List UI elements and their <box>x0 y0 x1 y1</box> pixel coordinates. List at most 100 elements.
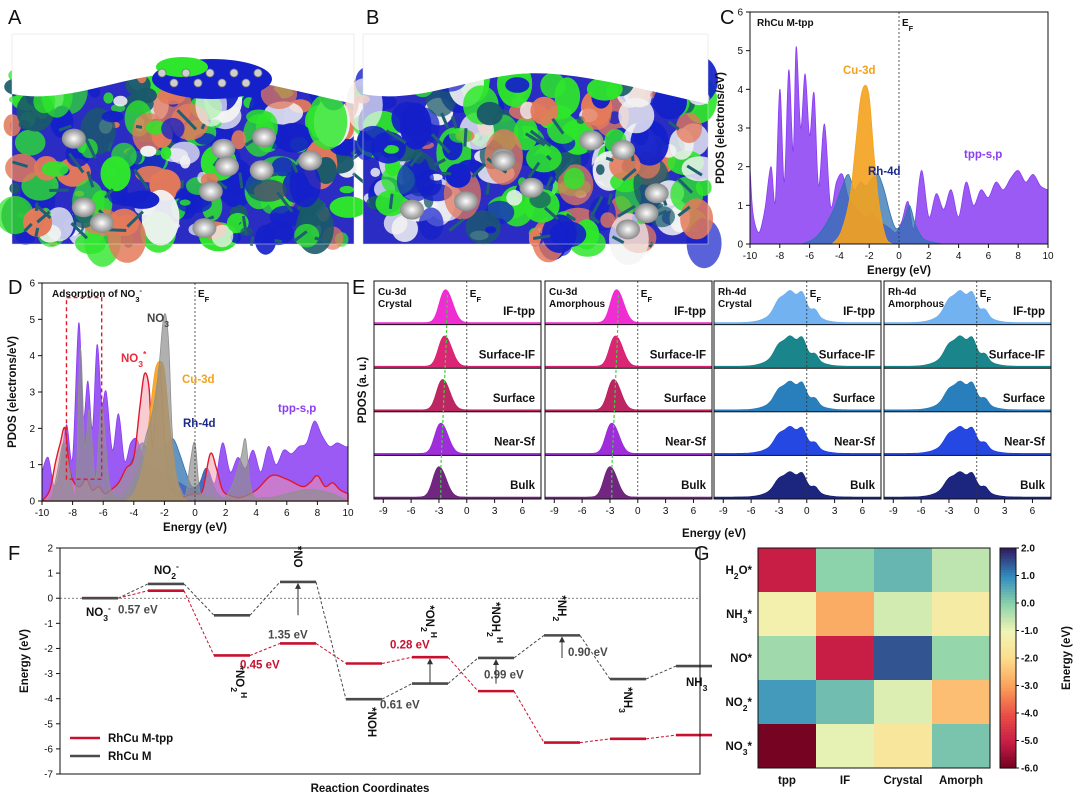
colorbar-step <box>1000 751 1016 755</box>
x-tick-label: 10 <box>1042 251 1054 262</box>
colorbar-step <box>1000 704 1016 709</box>
label-part: 3 <box>135 295 139 304</box>
bond-stick <box>176 109 198 131</box>
layer-pdos-area <box>713 290 882 325</box>
heatmap-row-label: H2O* <box>725 565 752 581</box>
layer-pdos-area <box>713 380 882 413</box>
layer-label: Surface <box>1003 393 1045 405</box>
y-tick-label: -2 <box>44 644 53 655</box>
y-axis-label: PDOS (electrons/eV) <box>715 72 727 184</box>
isosurface-blob <box>247 179 287 202</box>
molecule-atom <box>157 68 167 78</box>
isosurface-blob <box>231 130 247 150</box>
bond-stick <box>36 210 51 224</box>
label-part: F <box>205 295 210 304</box>
fermi-label: EF <box>980 289 992 304</box>
fermi-label: EF <box>810 289 822 304</box>
isosurface-blob <box>505 77 530 93</box>
label-part: * <box>143 349 147 359</box>
barrier-annotation: 0.61 eV <box>380 700 420 712</box>
colorbar-step <box>1000 693 1016 698</box>
bond-stick <box>677 205 691 217</box>
isosurface-blob <box>485 226 497 234</box>
panel-d-pdos-chart: -10 -8 -6 -4 -2 0 2 4 6 8 10 0 1 2 3 4 5 6 Energy (eV) PDOS… <box>7 279 354 535</box>
y-tick-label: 1 <box>47 569 53 580</box>
subpanel-subtitle: Amorphous <box>549 299 606 310</box>
colorbar-step <box>1000 680 1016 684</box>
isosurface-hole <box>71 197 96 218</box>
panel-label-d: D <box>8 277 22 299</box>
colorbar-step <box>1000 641 1016 645</box>
label-part: NO <box>725 741 742 753</box>
bond-stick <box>565 213 577 222</box>
molecule-atom <box>169 78 179 88</box>
isosurface-hole <box>579 130 604 151</box>
x-tick-label: -9 <box>719 506 728 517</box>
bond-stick <box>84 138 97 160</box>
layer-pdos-area <box>373 466 542 500</box>
colorbar-step <box>1000 550 1016 555</box>
heatmap-cell <box>874 724 932 768</box>
isosurface-blob <box>563 167 585 190</box>
bond-stick <box>532 234 551 240</box>
x-tick-label: -6 <box>99 508 108 519</box>
heatmap-cell <box>932 592 990 636</box>
colorbar-step <box>1000 754 1016 758</box>
heatmap-row-label: NH3* <box>726 609 752 625</box>
legend-cu-3d: Cu-3d <box>182 374 215 386</box>
colorbar-step <box>1000 674 1016 678</box>
colorbar-step <box>1000 702 1016 706</box>
heatmap-cell <box>932 724 990 768</box>
bond-stick <box>132 168 150 190</box>
label-part: F <box>909 24 914 33</box>
isosurface-blob <box>540 72 566 99</box>
isosurface-blob <box>103 92 114 104</box>
subpanel-subtitle: Amorphous <box>888 299 945 310</box>
isosurface-hole <box>616 219 640 240</box>
label-part: * <box>748 697 753 709</box>
colorbar-step <box>1000 715 1016 720</box>
colorbar-step <box>1000 625 1016 629</box>
layer-label: IF-tpp <box>503 306 535 318</box>
layer-label: Near-Sf <box>1004 437 1045 449</box>
isosurface-blob <box>329 196 368 218</box>
isosurface-blob <box>211 224 234 248</box>
isosurface-hole <box>249 160 274 181</box>
colorbar-tick-label: 1.0 <box>1021 571 1035 582</box>
bond-stick <box>545 154 552 161</box>
label-part: 2 <box>551 616 561 621</box>
isosurface-blob <box>145 120 166 135</box>
x-tick-label: 6 <box>986 251 992 262</box>
fermi-label: EF <box>470 289 482 304</box>
layer-label: Near-Sf <box>834 437 875 449</box>
colorbar-step <box>1000 636 1016 640</box>
colorbar-step <box>1000 765 1016 769</box>
energy-connector <box>513 690 545 743</box>
heatmap-cell <box>932 636 990 680</box>
isosurface-blob <box>465 210 501 245</box>
colorbar-tick-label: 2.0 <box>1021 544 1035 555</box>
label-part: NO <box>86 607 103 619</box>
y-tick-label: 5 <box>29 315 35 326</box>
x-tick-label: 0 <box>635 506 641 517</box>
bond-stick <box>611 235 625 245</box>
colorbar-step <box>1000 581 1016 585</box>
colorbar-step <box>1000 729 1016 733</box>
colorbar-tick-label: -2.0 <box>1021 654 1039 665</box>
isosurface-blob <box>135 87 157 104</box>
x-tick-label: 3 <box>492 506 498 517</box>
bond-stick <box>86 171 95 188</box>
colorbar-step <box>1000 721 1016 725</box>
layer-pdos-area <box>883 425 1052 456</box>
energy-connector <box>513 634 545 659</box>
bond-stick <box>126 210 144 228</box>
layer-pdos-area <box>883 380 1052 413</box>
subpanel-title: Cu-3d <box>549 287 577 298</box>
layer-label: Surface-IF <box>989 349 1045 361</box>
x-tick-label: 3 <box>1002 506 1008 517</box>
heatmap-frame <box>757 547 991 769</box>
species-label: NH3 <box>686 677 708 693</box>
isosurface-blob <box>476 101 503 126</box>
layer-label: Bulk <box>1020 480 1046 492</box>
colorbar-tick-label: -1.0 <box>1021 626 1039 637</box>
